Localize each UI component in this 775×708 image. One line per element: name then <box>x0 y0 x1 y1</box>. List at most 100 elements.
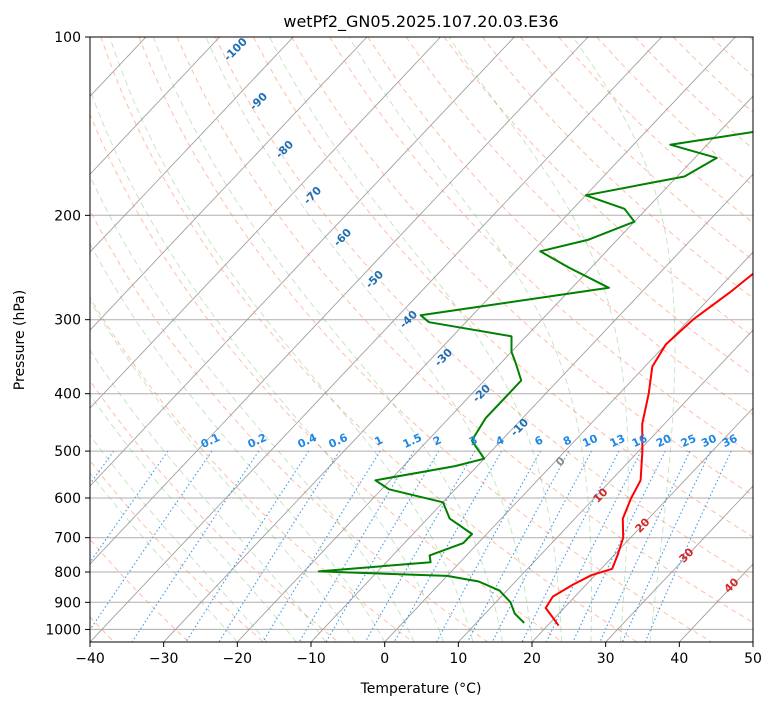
mixing-ratio-line <box>90 450 213 631</box>
dry-adiabat-label: -30 <box>432 346 455 369</box>
x-tick-label: −40 <box>75 651 105 667</box>
y-tick-label: 500 <box>54 444 81 460</box>
moist-adiabat-line <box>90 393 297 642</box>
moist-adiabat-line <box>348 37 592 642</box>
isotherm-line <box>163 37 736 642</box>
dry-adiabat-line <box>520 37 753 261</box>
dry-adiabat-line <box>176 37 753 623</box>
mixing-ratio-label: 2 <box>431 433 443 448</box>
mixing-ratio-label: 16 <box>630 432 650 450</box>
chart-title: wetPf2_GN05.2025.107.20.03.E36 <box>283 12 558 32</box>
mixing-ratio-label: 6 <box>533 433 546 448</box>
moist-adiabat-line <box>90 472 238 642</box>
y-tick-label: 600 <box>54 491 81 507</box>
dry-adiabat-line <box>710 37 753 77</box>
y-axis: 100 200 300 400 500 600 700 800 900 1000 <box>45 30 90 638</box>
dry-adiabat-label: 10 <box>591 485 611 505</box>
mixing-ratio-line <box>491 450 593 642</box>
y-tick-label: 400 <box>54 387 81 403</box>
dry-adiabat-label: -40 <box>397 308 420 331</box>
mixing-ratio-label: 0.4 <box>296 431 319 451</box>
mixing-ratio-line <box>393 450 502 642</box>
dry-adiabat-line <box>214 37 753 580</box>
dry-adiabat-label: -60 <box>331 226 354 249</box>
y-tick-label: 800 <box>54 565 81 581</box>
dry-adiabat-line <box>90 538 190 642</box>
isotherm-line <box>310 173 753 642</box>
mixing-ratio-label: 10 <box>580 432 600 450</box>
mixing-ratio-label: 36 <box>720 432 740 450</box>
isotherm-line <box>90 37 662 642</box>
profile-series <box>317 131 753 627</box>
mixing-ratio-label: 8 <box>561 433 573 448</box>
mixing-ratio-line <box>435 450 541 642</box>
isotherm-line <box>678 563 753 642</box>
moist-adiabat-line <box>90 434 268 642</box>
isotherm-line <box>236 95 753 642</box>
moist-adiabat-line <box>90 174 415 642</box>
isotherm-line <box>531 407 753 642</box>
x-axis: −40 −30 −20 −10 0 10 20 30 40 50 <box>75 642 762 667</box>
dry-adiabat-label: 40 <box>722 575 742 595</box>
x-tick-label: 50 <box>744 651 762 667</box>
mixing-ratio-line <box>621 450 711 642</box>
isotherm-line <box>0 37 72 642</box>
moist-adiabat-line <box>572 37 676 642</box>
dry-adiabat-line <box>367 37 753 416</box>
mixing-ratio-line <box>521 450 620 642</box>
dry-adiabat-line <box>100 37 638 642</box>
y-tick-label: 900 <box>54 595 81 611</box>
moist-adiabat-line <box>90 299 356 642</box>
mixing-ratio-label: 0.2 <box>246 431 269 451</box>
isotherm-line <box>90 37 220 175</box>
dry-adiabat-line <box>90 379 339 642</box>
mixing-ratio-line <box>90 450 169 564</box>
dry-adiabat-line <box>634 37 753 150</box>
x-tick-label: −20 <box>223 651 253 667</box>
y-axis-label: Pressure (hPa) <box>12 290 28 390</box>
dry-adiabat-label: -100 <box>221 35 250 64</box>
dry-adiabat-label: -20 <box>470 382 493 405</box>
dry-adiabat-line <box>90 296 414 642</box>
x-tick-label: 20 <box>523 651 541 667</box>
mixing-ratio-label: 1 <box>373 433 385 448</box>
dry-adiabat-label: -80 <box>273 138 296 161</box>
dry-adiabat-line <box>443 37 753 338</box>
moist-adiabat-line <box>90 88 445 642</box>
pressure-gridlines <box>90 37 753 630</box>
isotherm-line <box>457 329 753 642</box>
moist-adiabat-line <box>269 37 562 642</box>
mixing-ratio-line <box>364 450 476 642</box>
dry-adiabat-line <box>90 113 563 642</box>
mixing-ratio-line <box>467 450 570 642</box>
dry-adiabat-label: -90 <box>247 90 270 113</box>
isotherm-line <box>384 251 753 642</box>
x-axis-label: Temperature (°C) <box>360 681 482 697</box>
mixing-ratio-label: 20 <box>654 432 674 450</box>
mixing-ratio-label: 13 <box>608 432 627 450</box>
reference-lines <box>0 37 753 642</box>
mixing-ratio-label: 0.1 <box>199 431 222 451</box>
x-tick-label: −10 <box>296 651 326 667</box>
dry-adiabat-line <box>291 37 753 497</box>
isotherm-line <box>90 37 515 487</box>
dry-adiabat-line <box>252 37 753 538</box>
dry-adiabat-label: -10 <box>508 416 531 439</box>
mixing-ratio-label: 25 <box>679 432 698 450</box>
x-tick-label: 30 <box>597 651 615 667</box>
y-tick-label: 100 <box>54 30 81 46</box>
isotherm-line <box>90 37 589 565</box>
line-annotations: -100-90-80-70-60-50-40-30-20-10010203040… <box>199 35 742 596</box>
x-tick-label: −30 <box>149 651 179 667</box>
dry-adiabat-line <box>90 209 488 642</box>
mixing-ratio-label: 30 <box>699 432 719 450</box>
dry-adiabat-line <box>329 37 753 456</box>
x-tick-label: 40 <box>670 651 688 667</box>
isotherm-line <box>752 641 753 642</box>
moist-adiabat-line <box>205 37 533 642</box>
mixing-ratio-line <box>644 450 732 642</box>
mixing-ratio-line <box>599 450 691 642</box>
mixing-ratio-line <box>131 450 260 642</box>
y-tick-label: 700 <box>54 531 81 547</box>
